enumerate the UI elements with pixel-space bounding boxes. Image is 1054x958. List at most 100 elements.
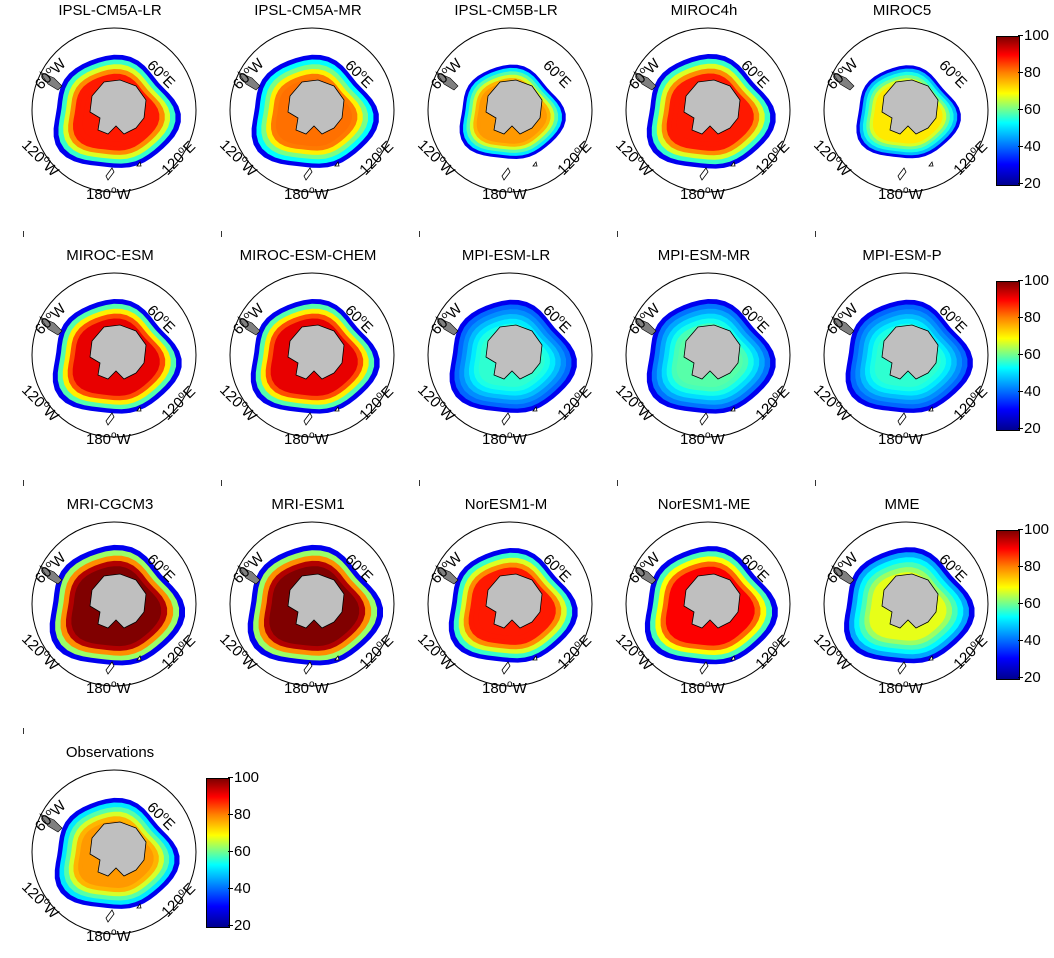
south-america-landmass bbox=[831, 316, 855, 336]
colorbar-gradient bbox=[996, 281, 1020, 431]
new-zealand-landmass bbox=[699, 412, 709, 426]
panel-title: IPSL-CM5A-MR bbox=[254, 2, 362, 19]
colorbar: 100 80 60 40 20 bbox=[996, 522, 1054, 695]
axis-tick-mark bbox=[221, 231, 222, 237]
axis-tick-mark bbox=[23, 231, 24, 237]
island-landmass bbox=[136, 406, 142, 412]
map-label-180: 180oW bbox=[86, 185, 131, 203]
new-zealand-landmass bbox=[501, 412, 511, 426]
colorbar-tick-label: 20 bbox=[1018, 669, 1041, 686]
colorbar-gradient bbox=[206, 778, 230, 928]
antarctica-landmass bbox=[881, 324, 939, 380]
island-landmass bbox=[334, 161, 340, 167]
colorbar-tick-label: 80 bbox=[1018, 64, 1041, 81]
polar-map bbox=[229, 27, 395, 193]
antarctica-landmass bbox=[287, 573, 345, 629]
colorbar-tick-label: 60 bbox=[1018, 101, 1041, 118]
colorbar-tick-label: 100 bbox=[1017, 521, 1050, 538]
new-zealand-landmass bbox=[699, 167, 709, 181]
axis-tick-mark bbox=[815, 480, 816, 486]
map-panel: NorESM1-M 60oW 60oE 120oW 120oE 180oW bbox=[408, 480, 604, 709]
map-label-180: 180oW bbox=[284, 185, 329, 203]
polar-map bbox=[31, 769, 197, 935]
colorbar-tick-label: 20 bbox=[1018, 175, 1041, 192]
island-landmass bbox=[532, 406, 538, 412]
panel-title: MIROC-ESM bbox=[66, 247, 154, 264]
map-panel: MIROC-ESM 60oW 60oE 120oW 120oE 180oW bbox=[12, 231, 208, 460]
south-america-landmass bbox=[435, 565, 459, 585]
new-zealand-landmass bbox=[105, 661, 115, 675]
map-label-180: 180oW bbox=[878, 430, 923, 448]
island-landmass bbox=[928, 406, 934, 412]
polar-map bbox=[823, 521, 989, 687]
colorbar-tick-label: 80 bbox=[228, 806, 251, 823]
polar-map bbox=[31, 272, 197, 438]
island-landmass bbox=[532, 161, 538, 167]
colorbar: 100 80 60 40 20 bbox=[206, 770, 266, 943]
colorbar-tick-label: 60 bbox=[1018, 595, 1041, 612]
axis-tick-mark bbox=[617, 480, 618, 486]
antarctica-landmass bbox=[683, 79, 741, 135]
colorbar-gradient bbox=[996, 36, 1020, 186]
map-label-180: 180oW bbox=[878, 185, 923, 203]
map-label-180: 180oW bbox=[86, 927, 131, 945]
south-america-landmass bbox=[39, 565, 63, 585]
panel-title: MRI-ESM1 bbox=[271, 496, 345, 513]
map-panel: IPSL-CM5A-LR 60oW 60oE 120oW 120oE 180oW bbox=[12, 0, 208, 215]
south-america-landmass bbox=[237, 316, 261, 336]
island-landmass bbox=[730, 655, 736, 661]
colorbar-tick-label: 100 bbox=[1017, 27, 1050, 44]
map-panel: Observations 60oW 60oE 120oW 120oE 180oW bbox=[12, 728, 208, 957]
south-america-landmass bbox=[39, 813, 63, 833]
new-zealand-landmass bbox=[303, 412, 313, 426]
island-landmass bbox=[136, 161, 142, 167]
colorbar-tick-label: 60 bbox=[228, 843, 251, 860]
axis-tick-mark bbox=[419, 480, 420, 486]
antarctica-landmass bbox=[89, 79, 147, 135]
map-label-180: 180oW bbox=[284, 430, 329, 448]
map-label-180: 180oW bbox=[482, 430, 527, 448]
map-label-180: 180oW bbox=[680, 185, 725, 203]
panel-title: MIROC-ESM-CHEM bbox=[239, 247, 377, 264]
island-landmass bbox=[730, 161, 736, 167]
south-america-landmass bbox=[237, 565, 261, 585]
map-label-180: 180oW bbox=[680, 679, 725, 697]
polar-map bbox=[229, 521, 395, 687]
colorbar-tick-label: 40 bbox=[1018, 138, 1041, 155]
south-america-landmass bbox=[39, 71, 63, 91]
axis-tick-mark bbox=[221, 480, 222, 486]
polar-map bbox=[31, 27, 197, 193]
polar-map bbox=[427, 272, 593, 438]
new-zealand-landmass bbox=[897, 167, 907, 181]
map-label-180: 180oW bbox=[878, 679, 923, 697]
panel-title: MIROC5 bbox=[872, 2, 932, 19]
polar-map bbox=[625, 27, 791, 193]
polar-map bbox=[427, 27, 593, 193]
colorbar: 100 80 60 40 20 bbox=[996, 28, 1054, 201]
panel-title: IPSL-CM5A-LR bbox=[58, 2, 162, 19]
axis-tick-mark bbox=[617, 231, 618, 237]
map-panel: MRI-ESM1 60oW 60oE 120oW 120oE 180oW bbox=[210, 480, 406, 709]
antarctica-landmass bbox=[89, 821, 147, 877]
panel-title: NorESM1-M bbox=[464, 496, 548, 513]
map-panel: MPI-ESM-P 60oW 60oE 120oW 120oE 180oW bbox=[804, 231, 1000, 460]
map-label-180: 180oW bbox=[482, 679, 527, 697]
map-panel: MIROC4h 60oW 60oE 120oW 120oE 180oW bbox=[606, 0, 802, 215]
antarctica-landmass bbox=[485, 79, 543, 135]
south-america-landmass bbox=[633, 71, 657, 91]
south-america-landmass bbox=[633, 565, 657, 585]
panel-title: MPI-ESM-LR bbox=[461, 247, 551, 264]
polar-map bbox=[823, 27, 989, 193]
colorbar-tick-label: 100 bbox=[227, 769, 260, 786]
map-panel: NorESM1-ME 60oW 60oE 120oW 120oE 180oW bbox=[606, 480, 802, 709]
island-landmass bbox=[928, 161, 934, 167]
map-panel: IPSL-CM5B-LR 60oW 60oE 120oW 120oE 180oW bbox=[408, 0, 604, 215]
new-zealand-landmass bbox=[105, 412, 115, 426]
axis-tick-mark bbox=[815, 231, 816, 237]
south-america-landmass bbox=[39, 316, 63, 336]
island-landmass bbox=[136, 903, 142, 909]
map-panel: MME 60oW 60oE 120oW 120oE 180oW bbox=[804, 480, 1000, 709]
antarctica-landmass bbox=[287, 79, 345, 135]
map-label-180: 180oW bbox=[482, 185, 527, 203]
